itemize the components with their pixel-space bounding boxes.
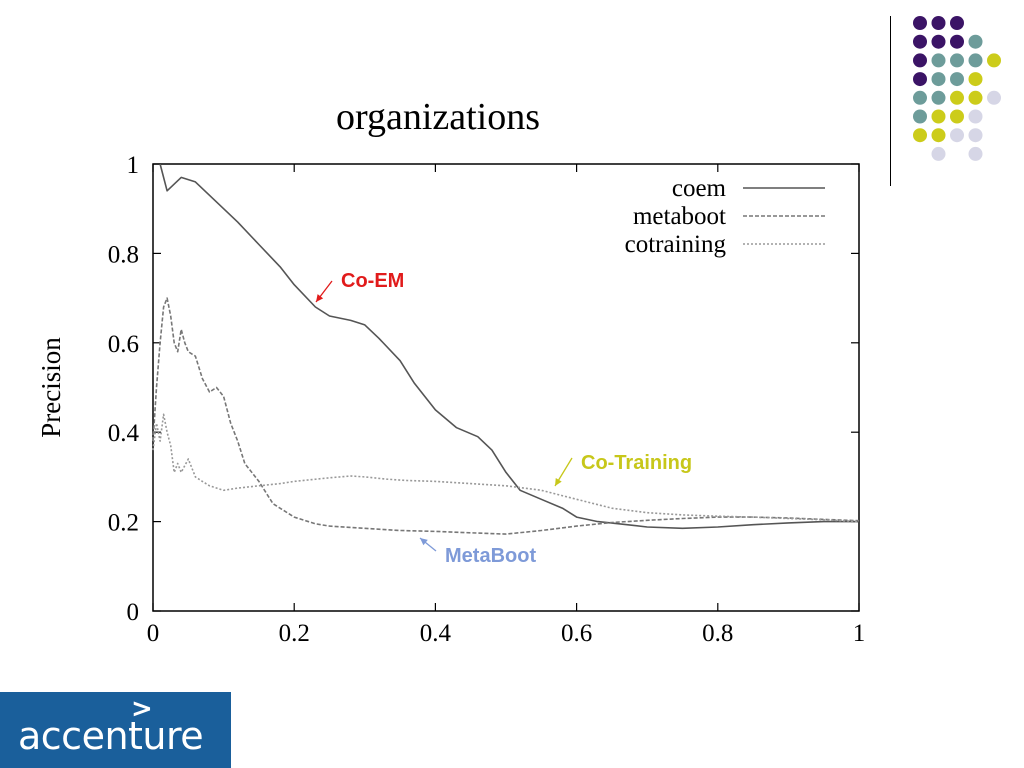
- dot-teal: [968, 34, 983, 49]
- legend-label-metaboot: metaboot: [633, 203, 726, 230]
- coem-annotation: Co-EM: [341, 270, 404, 292]
- dot-teal: [931, 72, 946, 87]
- cotraining-arrow-head: [555, 478, 562, 486]
- logo-caret: >: [131, 694, 153, 724]
- series-line-coem: [159, 163, 859, 530]
- header-divider: [890, 16, 891, 186]
- decorative-dot-grid: [913, 16, 1001, 161]
- dot-teal: [950, 53, 964, 68]
- y-tick-label: 0.8: [108, 241, 139, 268]
- dot-teal: [913, 109, 927, 124]
- y-tick-label: 0.6: [108, 331, 139, 358]
- x-tick-label: 0.6: [561, 620, 592, 647]
- y-tick-label: 0.4: [108, 420, 140, 447]
- dot-teal: [968, 53, 983, 68]
- y-tick-label: 1: [127, 152, 140, 179]
- dot-purple: [931, 16, 946, 30]
- dot-lavender: [968, 109, 983, 124]
- logo-wordmark: accenture: [18, 714, 204, 758]
- y-tick-label: 0: [127, 599, 140, 626]
- dot-yellow: [968, 90, 983, 105]
- plot-frame: [152, 163, 860, 612]
- series-line-metaboot: [152, 297, 860, 535]
- cotraining-annotation: Co-Training: [581, 452, 692, 474]
- chart-title: organizations: [336, 96, 540, 138]
- dot-teal: [931, 53, 946, 68]
- dot-yellow: [950, 90, 964, 105]
- dot-purple: [913, 16, 927, 30]
- metaboot-arrow-head: [420, 538, 428, 546]
- dot-lavender: [968, 128, 983, 143]
- dot-purple: [950, 16, 964, 30]
- legend-label-coem: coem: [672, 175, 727, 202]
- legend-label-cotraining: cotraining: [625, 231, 727, 258]
- chart-panel: organizations 0 0.2 0.4 0.6 0.8 1 0 0.2 0.4 0.6 0.8…: [33, 92, 871, 662]
- dot-lavender: [931, 146, 946, 161]
- dot-purple: [931, 34, 946, 49]
- x-tick-label: 0.4: [420, 620, 452, 647]
- coem-arrow-head: [316, 294, 324, 302]
- series-line-cotraining: [152, 413, 860, 523]
- accenture-logo: > accenture: [0, 692, 231, 768]
- dot-yellow: [913, 128, 927, 143]
- dot-teal: [913, 90, 927, 105]
- dot-purple: [950, 34, 964, 49]
- x-tick-label: 0.8: [702, 620, 733, 647]
- x-tick-label: 0: [147, 620, 160, 647]
- x-tick-label: 0.2: [279, 620, 310, 647]
- dot-lavender: [987, 90, 1001, 105]
- dot-yellow: [950, 109, 964, 124]
- dot-purple: [913, 72, 927, 87]
- dot-yellow: [931, 109, 946, 124]
- dot-lavender: [950, 128, 964, 143]
- dot-yellow: [968, 72, 983, 87]
- dot-purple: [913, 53, 927, 68]
- metaboot-annotation: MetaBoot: [445, 545, 536, 567]
- y-tick-label: 0.2: [108, 510, 139, 537]
- dot-yellow: [931, 128, 946, 143]
- dot-purple: [913, 34, 927, 49]
- dot-teal: [950, 72, 964, 87]
- precision-chart: organizations 0 0.2 0.4 0.6 0.8 1 0 0.2 0.4 0.6 0.8…: [36, 96, 866, 647]
- dot-yellow: [987, 53, 1001, 68]
- dot-teal: [931, 90, 946, 105]
- x-tick-label: 1: [853, 620, 866, 647]
- dot-lavender: [968, 146, 983, 161]
- y-axis-label: Precision: [36, 337, 66, 438]
